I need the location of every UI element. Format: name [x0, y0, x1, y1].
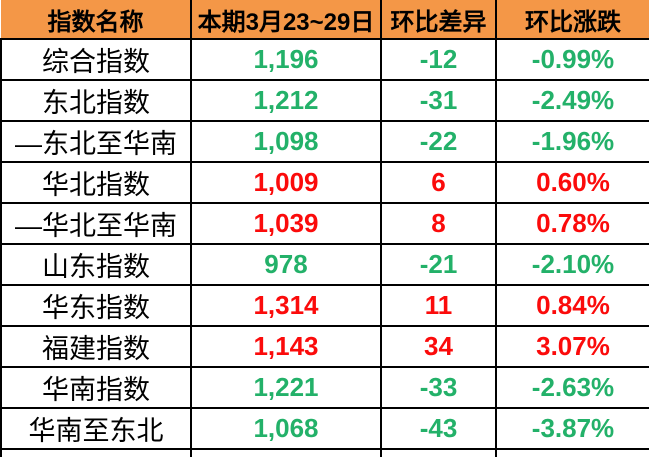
- change-cell: 0.60%: [495, 161, 649, 204]
- change-cell: 3.07%: [495, 325, 649, 368]
- index-name-cell: 华南至东北: [0, 407, 192, 450]
- current-value-cell: 1,196: [190, 38, 382, 81]
- diff-cell: 8: [380, 202, 497, 245]
- table-row: 山东指数 978 -21 -2.10%: [0, 243, 649, 286]
- diff-cell: 67: [380, 448, 497, 457]
- diff-cell: -12: [380, 38, 497, 81]
- change-cell: 0.84%: [495, 284, 649, 327]
- table-row: 东北指数 1,212 -31 -2.49%: [0, 79, 649, 122]
- current-value-cell: 1,221: [190, 366, 382, 409]
- table-row: 福建指数 1,143 34 3.07%: [0, 325, 649, 368]
- change-cell: 0.78%: [495, 202, 649, 245]
- diff-cell: -22: [380, 120, 497, 163]
- table-row: —华北至华南 1,039 8 0.78%: [0, 202, 649, 245]
- col-header-current-period: 本期3月23~29日: [190, 0, 382, 40]
- index-name-cell: 福建指数: [0, 325, 192, 368]
- change-cell: -1.96%: [495, 120, 649, 163]
- current-value-cell: 1,212: [190, 79, 382, 122]
- change-cell: -2.63%: [495, 366, 649, 409]
- table-row: 华北指数 1,009 6 0.60%: [0, 161, 649, 204]
- index-name-cell: 东北指数: [0, 79, 192, 122]
- change-cell: -0.99%: [495, 38, 649, 81]
- current-value-cell: 1,009: [190, 161, 382, 204]
- index-name-cell: 华南至华北: [0, 448, 192, 457]
- change-cell: 5.15%: [495, 448, 649, 457]
- diff-cell: -33: [380, 366, 497, 409]
- diff-cell: -43: [380, 407, 497, 450]
- current-value-cell: 1,368: [190, 448, 382, 457]
- current-value-cell: 1,143: [190, 325, 382, 368]
- current-value-cell: 1,039: [190, 202, 382, 245]
- index-name-cell: —华北至华南: [0, 202, 192, 245]
- index-name-cell: 华北指数: [0, 161, 192, 204]
- diff-cell: 34: [380, 325, 497, 368]
- change-cell: -3.87%: [495, 407, 649, 450]
- change-cell: -2.10%: [495, 243, 649, 286]
- current-value-cell: 978: [190, 243, 382, 286]
- table-row: 华南至华北 1,368 67 5.15%: [0, 448, 649, 457]
- table-row: 华东指数 1,314 11 0.84%: [0, 284, 649, 327]
- diff-cell: -31: [380, 79, 497, 122]
- index-name-cell: —东北至华南: [0, 120, 192, 163]
- table-row: —东北至华南 1,098 -22 -1.96%: [0, 120, 649, 163]
- col-header-index-name: 指数名称: [1, 0, 192, 40]
- table-row: 综合指数 1,196 -12 -0.99%: [0, 38, 649, 81]
- col-header-mom-diff: 环比差异: [380, 0, 497, 40]
- table-header-row: 指数名称 本期3月23~29日 环比差异 环比涨跌: [1, 0, 649, 40]
- index-name-cell: 山东指数: [0, 243, 192, 286]
- index-name-cell: 综合指数: [0, 38, 192, 81]
- change-cell: -2.49%: [495, 79, 649, 122]
- index-name-cell: 华南指数: [0, 366, 192, 409]
- diff-cell: -21: [380, 243, 497, 286]
- diff-cell: 11: [380, 284, 497, 327]
- current-value-cell: 1,068: [190, 407, 382, 450]
- diff-cell: 6: [380, 161, 497, 204]
- current-value-cell: 1,098: [190, 120, 382, 163]
- col-header-mom-change: 环比涨跌: [495, 0, 649, 40]
- index-name-cell: 华东指数: [0, 284, 192, 327]
- table-row: 华南指数 1,221 -33 -2.63%: [0, 366, 649, 409]
- current-value-cell: 1,314: [190, 284, 382, 327]
- table-row: 华南至东北 1,068 -43 -3.87%: [0, 407, 649, 450]
